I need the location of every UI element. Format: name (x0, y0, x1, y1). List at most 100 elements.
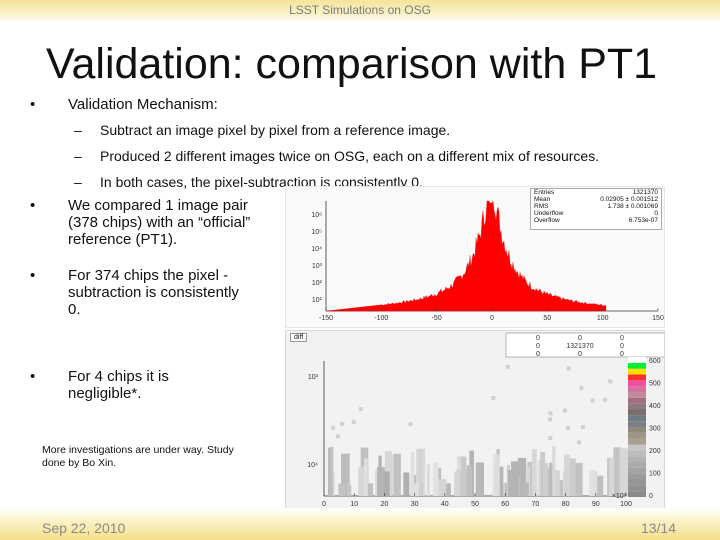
diff-cell (364, 458, 368, 496)
diff-cell (330, 446, 334, 496)
difference-histogram: -150 -100 -50 0 50 100 150 10⁶ 10⁵ 10⁴ 10³ 10² 10¹ (285, 186, 665, 328)
bullet-text: We compared 1 image pair (378 chips) wit… (68, 197, 251, 248)
hist-y-tick-label: 10⁴ (311, 246, 322, 253)
diff-cell (446, 483, 451, 496)
diff-x-tick-label: 80 (562, 501, 570, 508)
diff-cell (595, 475, 604, 496)
diff-grid-value: 0 (536, 335, 540, 342)
header-title: LSST Simulations on OSG (289, 3, 431, 17)
diff-cell (417, 472, 422, 496)
diff-cell (508, 470, 512, 496)
diff-2d-plot: 0 0 0 0 1321370 0 0 0 0 0 10 20 30 40 50 60 70 80 90 100 1… (285, 330, 677, 516)
diff-cell (608, 379, 613, 384)
diff-x-tick-label: 60 (501, 501, 509, 508)
diff-cell (456, 469, 463, 496)
bullet-marker: • (30, 96, 36, 113)
diff-cell (393, 453, 401, 496)
palette-swatch (628, 450, 646, 457)
diff-cell (426, 464, 431, 496)
diff-grid-value: 0 (536, 343, 540, 350)
header-band (0, 0, 720, 22)
palette-label: 0 (649, 493, 653, 500)
stats-box: Entries 1321370 Mean 0.02905 ± 0.001512 RM… (530, 188, 662, 230)
bullet-marker: • (30, 368, 36, 385)
palette-swatch (628, 362, 646, 369)
hist-x-tick-label: 100 (597, 315, 609, 322)
diff-cell (579, 385, 584, 390)
diff-cell (410, 452, 415, 496)
hist-x-tick-label: -50 (432, 315, 442, 322)
diff-cell (619, 448, 629, 496)
palette-swatch (628, 380, 646, 387)
diff-cell (552, 446, 556, 496)
diff-cell (548, 417, 553, 422)
hist-x-tick-label: -150 (319, 315, 333, 322)
diff-cell (340, 453, 350, 496)
diff-cell (496, 466, 504, 496)
sub-bullet-1: – Subtract an image pixel by pixel from a… (74, 122, 450, 138)
diff-cell (531, 449, 537, 496)
diff-cell (418, 484, 423, 496)
diff-cell (358, 407, 363, 412)
diff-cell (347, 480, 351, 496)
diff-cell (460, 456, 467, 496)
diff-cell (494, 454, 500, 496)
sub-bullet-marker: – (74, 148, 82, 164)
hist-x-tick-label: 150 (652, 315, 664, 322)
diff-y-tick-label: 10³ (308, 374, 319, 381)
hist-x-tick-label: 0 (490, 315, 494, 322)
stats-label: RMS (534, 203, 549, 210)
diff-cell (537, 460, 542, 496)
diff-tag: diff (290, 333, 308, 342)
stats-value: 0 (654, 210, 658, 217)
palette-swatch (628, 485, 646, 492)
stats-row-mean: Mean 0.02905 ± 0.001512 (531, 196, 661, 203)
diff-plot-svg: 0 0 00 1321370 00 0 0 0 10 20 30 40 50 60 70 80 90 100 1… (307, 332, 677, 508)
diff-cell (522, 482, 529, 496)
diff-cell (517, 457, 527, 496)
diff-cell (549, 462, 554, 496)
diff-cell (410, 483, 419, 496)
bullet-text: For 4 chips it is negligible*. (68, 368, 169, 402)
hist-y-tick-label: 10⁶ (311, 212, 322, 219)
stats-value: 1.738 ± 0.001069 (607, 203, 658, 210)
hist-y-tick-label: 10¹ (312, 297, 323, 304)
palette-swatch (628, 491, 646, 497)
diff-cell (592, 473, 598, 496)
diff-cell (438, 479, 447, 496)
diff-cell (580, 425, 585, 430)
stats-row-rms: RMS 1.738 ± 0.001069 (531, 203, 661, 210)
diff-x-tick-label: 20 (381, 501, 389, 508)
sub-bullet-text: Subtract an image pixel by pixel from a … (100, 122, 451, 138)
hist-x-tick-label: 50 (543, 315, 551, 322)
palette-swatch (628, 415, 646, 422)
diff-cell (378, 455, 382, 496)
diff-x-tick-label: 40 (441, 501, 449, 508)
hist-y-tick-label: 10² (312, 280, 323, 287)
diff-x-tick-label: 70 (532, 501, 540, 508)
diff-cell (577, 440, 582, 445)
diff-x-tick-label: 50 (471, 501, 479, 508)
palette-label: 400 (649, 403, 661, 410)
diff-cell (590, 398, 595, 403)
palette-label: 600 (649, 358, 661, 365)
palette-label: 200 (649, 448, 661, 455)
diff-cell (383, 471, 390, 496)
diff-cell (365, 483, 374, 496)
diff-cell (542, 463, 549, 496)
diff-grid-value: 1321370 (566, 343, 593, 350)
diff-cell (432, 462, 439, 496)
diff-cell (569, 458, 576, 496)
sub-bullet-text: Produced 2 different images twice on OSG… (100, 148, 600, 164)
palette-label: 500 (649, 381, 661, 388)
footer-page-number: 13/14 (640, 520, 676, 536)
palette-swatch (628, 479, 646, 486)
diff-cell (338, 483, 346, 496)
diff-grid-value: 0 (578, 351, 582, 358)
diff-grid-value: 0 (620, 335, 624, 342)
palette-swatch (628, 427, 646, 433)
diff-cell (548, 411, 553, 416)
histogram-svg: -150 -100 -50 0 50 100 150 10⁶ 10⁵ 10⁴ 10³ 10² 10¹ (311, 200, 664, 322)
diff-cell (609, 457, 615, 496)
diff-cell (351, 419, 356, 424)
